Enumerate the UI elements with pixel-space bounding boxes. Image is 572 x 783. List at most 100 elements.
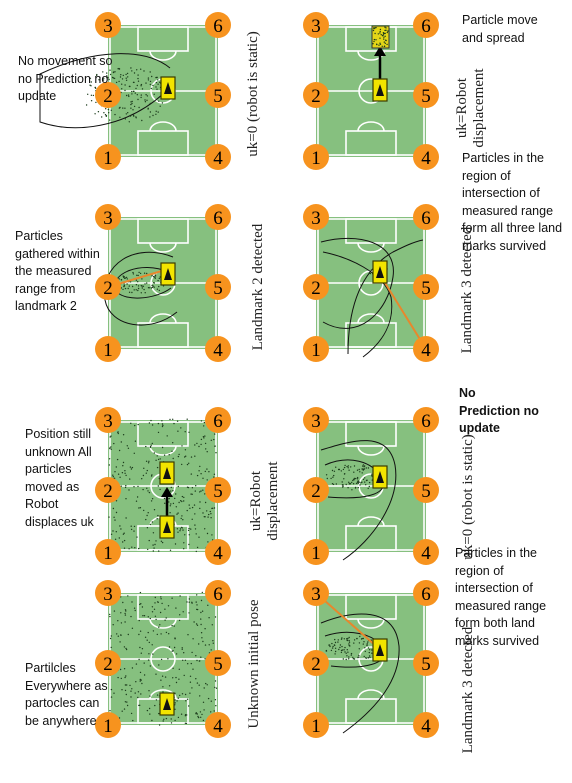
particle (188, 431, 190, 433)
landmark-circle (303, 580, 329, 606)
particle (124, 118, 127, 120)
landmark-3: 3 (95, 407, 121, 433)
particle (161, 420, 163, 422)
particle (110, 533, 113, 535)
particle (198, 684, 200, 686)
field-diagram: 3 6 2 5 1 4 (303, 580, 439, 738)
particle (169, 505, 171, 507)
particle (148, 491, 151, 494)
particle (121, 78, 124, 80)
landmark-2: 2 (95, 650, 121, 676)
particle (161, 425, 164, 428)
panel-unknown-initial-pose: 3 6 2 5 1 4 (95, 578, 245, 738)
landmark-2: 2 (95, 477, 121, 503)
particle (204, 493, 206, 495)
particle (199, 507, 201, 510)
particle (199, 491, 201, 493)
particle (108, 458, 111, 460)
landmark-number: 5 (213, 481, 223, 502)
particle (205, 682, 207, 685)
particle (148, 653, 150, 655)
particle (147, 548, 149, 551)
particle (110, 435, 112, 437)
particle (157, 111, 159, 113)
particle (373, 40, 375, 43)
vertical-label-unknown-pose: Unknown initial pose (246, 599, 262, 729)
landmark-number: 3 (103, 208, 113, 229)
particle (156, 633, 158, 636)
particle (328, 644, 330, 646)
penalty-box-bottom (345, 322, 397, 348)
particle (171, 450, 173, 452)
particle (355, 477, 357, 480)
landmark-number: 6 (421, 208, 431, 229)
particle (130, 712, 133, 715)
particle (139, 591, 142, 594)
particle (175, 493, 177, 495)
particle (333, 470, 336, 472)
landmark-circle (413, 712, 439, 738)
particle (175, 607, 177, 609)
particle (104, 114, 107, 116)
particle (135, 284, 138, 286)
particle (156, 76, 158, 79)
landmark-number: 1 (311, 340, 321, 361)
landmark-number: 1 (103, 148, 113, 169)
penalty-box-bottom (137, 130, 189, 156)
particle (384, 26, 386, 28)
particle (108, 516, 110, 518)
landmark-circle (205, 539, 231, 565)
particle (117, 473, 120, 475)
particle (206, 451, 208, 453)
particle (160, 658, 163, 661)
particle (197, 715, 199, 718)
particle (169, 549, 172, 551)
particle (142, 488, 144, 491)
particle (109, 69, 111, 71)
particle (149, 111, 152, 113)
landmark-6: 6 (205, 12, 231, 38)
particle (149, 80, 152, 83)
particle (362, 465, 364, 467)
landmark-number: 2 (311, 481, 321, 502)
particle (154, 704, 156, 707)
particle (347, 637, 349, 640)
particle (94, 113, 96, 115)
particle (108, 112, 110, 114)
range-arc-landmark-4 (347, 239, 424, 355)
particle (123, 285, 125, 288)
landmark-circle (413, 204, 439, 230)
particle (156, 466, 159, 469)
particle (195, 623, 198, 625)
particle (165, 631, 168, 634)
particle (199, 501, 201, 503)
particle (171, 650, 173, 652)
particle (370, 269, 372, 272)
particle (375, 39, 377, 41)
particle (142, 615, 144, 617)
particle (149, 617, 151, 620)
landmark-5: 5 (205, 82, 231, 108)
particle (181, 648, 183, 650)
particle (112, 624, 114, 626)
particle (137, 287, 140, 290)
particle (109, 119, 111, 121)
particle (177, 430, 179, 432)
particle (122, 74, 124, 77)
particle (140, 679, 142, 681)
particle (190, 473, 192, 475)
particle (110, 109, 112, 112)
particle (125, 648, 128, 651)
particle (176, 420, 179, 422)
particle (197, 716, 200, 719)
particle (180, 500, 182, 502)
particle (356, 478, 359, 480)
particle (158, 285, 160, 288)
particle (125, 474, 127, 477)
landmark-5: 5 (205, 274, 231, 300)
particle (133, 452, 135, 454)
particle (187, 529, 190, 532)
particle (130, 422, 132, 424)
landmark-circle (95, 274, 121, 300)
landmark-circle (205, 477, 231, 503)
